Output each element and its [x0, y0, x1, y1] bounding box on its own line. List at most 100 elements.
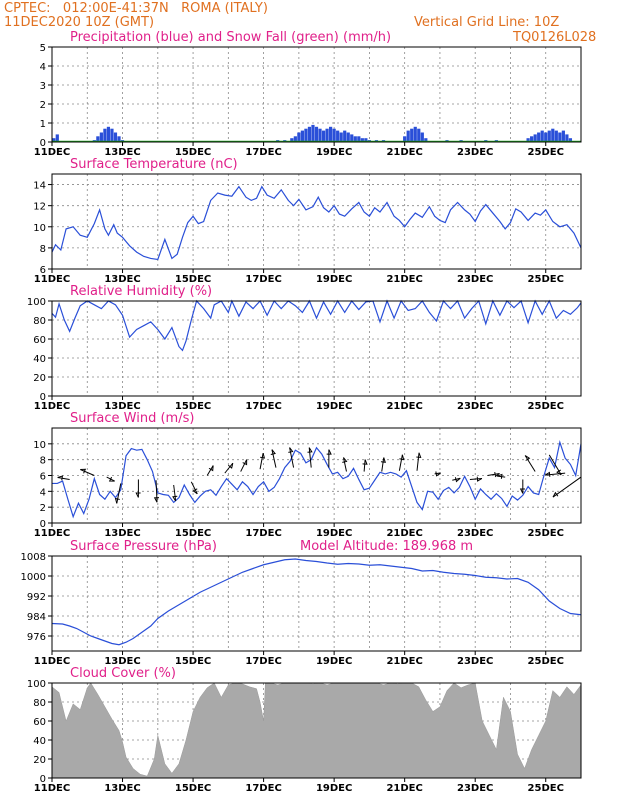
precip-bar [314, 126, 319, 142]
wind-arrow-shaft [469, 477, 482, 480]
wind-arrow-shaft [416, 452, 420, 471]
wind-arrow [80, 468, 95, 476]
wind-arrow-head [153, 497, 160, 503]
x-tick-label: 15DEC [175, 528, 211, 539]
plot-frame [51, 300, 582, 397]
precip-bar [106, 126, 111, 142]
header: CPTEC: 012:00E-41:37N ROMA (ITALY) 11DEC… [4, 1, 596, 45]
x-tick-label: 13DEC [104, 401, 140, 412]
wind-arrow-shaft [487, 473, 500, 476]
x-tick-label: 23DEC [457, 401, 493, 412]
wind-arrow-head [114, 497, 120, 504]
x-tick-label: 25DEC [528, 401, 564, 412]
x-tick-label: 15DEC [175, 656, 211, 667]
wind-arrow-head [399, 454, 405, 461]
precip-bar [297, 132, 301, 142]
wind-arrow-shaft [190, 481, 198, 495]
wind-arrow-shaft [224, 462, 234, 474]
header-location: CPTEC: 012:00E-41:37N ROMA (ITALY) [4, 1, 268, 16]
wind-arrow-shaft [398, 454, 403, 471]
y-tick-label: 10 [33, 440, 46, 451]
wind-arrow-head [476, 476, 483, 482]
precip-bar [364, 138, 368, 142]
wind-arrow [153, 480, 160, 503]
x-tick-label: 11DEC [34, 528, 70, 539]
x-tick-label: 25DEC [528, 656, 564, 667]
wind-arrow-shaft [342, 457, 347, 472]
wind-arrow [172, 484, 178, 502]
wind-arrow [519, 479, 525, 494]
wind-arrow [114, 483, 122, 504]
wind-arrow-head [172, 495, 178, 502]
wind-arrow-head [192, 488, 198, 495]
wind-arrow [288, 447, 295, 468]
y-tick-label: 20 [33, 755, 46, 766]
x-tick-label: 11DEC [34, 274, 70, 285]
y-tick-label: 40 [33, 354, 46, 365]
wind-arrow-shaft [545, 472, 566, 476]
y-tick-label: 80 [33, 316, 46, 327]
precip-bar [321, 130, 326, 142]
panel-title: Precipitation (blue) and Snow Fall (gree… [70, 30, 391, 45]
wind-arrow [190, 481, 198, 495]
wind-arrow-head [288, 447, 294, 453]
wind-arrow [206, 465, 214, 476]
panel-humidity: 0 20 40 60 80 100 11DEC 13DEC 15DEC 17DEC 19DEC 21D… [27, 284, 582, 412]
y-tick-label: 20 [33, 373, 46, 384]
wind-arrow [224, 462, 234, 474]
precip-bar [410, 128, 414, 142]
wind-arrow [362, 459, 368, 472]
y-tick-label: 2 [40, 100, 46, 111]
panel-precip: 0 1 2 3 4 5 11DEC 13DEC 15DEC 17DEC 19DEC 21DEC 23DE… [34, 30, 582, 158]
precip-bar [290, 138, 294, 142]
precip-bar [300, 130, 304, 142]
wind-arrow [106, 476, 115, 482]
precip-bar [99, 132, 103, 142]
precip-bar [533, 134, 537, 142]
y-tick-label: 0 [40, 392, 46, 403]
precip-bar [357, 136, 361, 142]
wind-arrow [524, 455, 536, 472]
precip-bar [547, 130, 551, 142]
wind-arrow-head [326, 449, 332, 455]
precip-bar [360, 138, 364, 142]
x-tick-label: 17DEC [245, 401, 281, 412]
precip-bar [55, 134, 59, 142]
wind-arrow [57, 475, 70, 481]
x-tick-label: 15DEC [175, 147, 211, 158]
y-tick-label: 976 [27, 632, 46, 643]
wind-arrow [434, 471, 441, 477]
precip-bar [293, 136, 297, 142]
wind-arrow-head [497, 473, 503, 479]
x-tick-label: 11DEC [34, 783, 70, 794]
panel-title: Surface Pressure (hPa) [70, 539, 217, 554]
x-tick-label: 13DEC [104, 274, 140, 285]
wind-arrow-head [380, 457, 386, 463]
wind-arrow-head [454, 477, 461, 483]
x-tick-label: 19DEC [316, 274, 352, 285]
wind-arrow [342, 457, 348, 472]
precip-bar [544, 132, 548, 142]
precip-bar [417, 128, 421, 142]
precip-bar [350, 134, 354, 142]
x-tick-label: 17DEC [245, 656, 281, 667]
x-tick-label: 19DEC [316, 401, 352, 412]
x-tick-label: 19DEC [316, 656, 352, 667]
precip-bar [339, 132, 343, 142]
wind-arrow-head [135, 492, 141, 498]
x-tick-label: 11DEC [34, 656, 70, 667]
precip-bar [332, 128, 336, 142]
precip-bar [561, 130, 565, 142]
y-tick-label: 40 [33, 736, 46, 747]
wind-arrow-head [108, 476, 115, 482]
wind-arrow-shaft [363, 459, 366, 472]
x-tick-label: 15DEC [175, 274, 211, 285]
x-tick-label: 25DEC [528, 274, 564, 285]
wind-arrow-shaft [308, 447, 312, 468]
y-tick-label: 1 [40, 119, 46, 130]
wind-arrow [416, 452, 422, 471]
precip-bar [346, 132, 350, 142]
precip-bar [96, 136, 100, 142]
